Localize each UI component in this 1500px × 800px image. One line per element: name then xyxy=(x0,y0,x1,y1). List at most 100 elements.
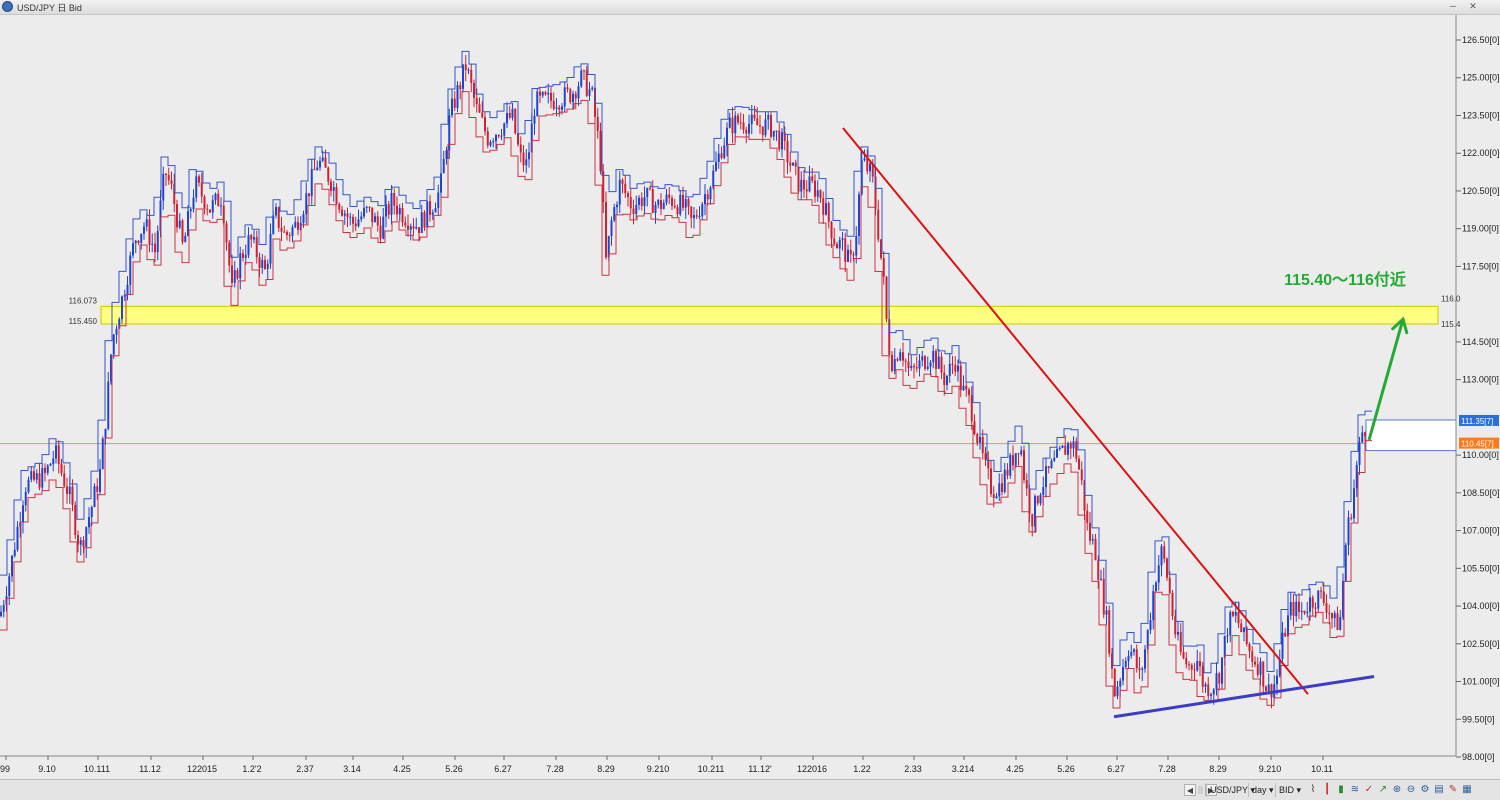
candle-body xyxy=(79,540,82,545)
candle-body xyxy=(552,100,555,109)
candle-body xyxy=(451,98,453,116)
candle-body xyxy=(1204,684,1207,687)
candle-body xyxy=(385,204,387,217)
candle-body xyxy=(1276,675,1278,685)
candle-body xyxy=(618,179,621,205)
candle-body xyxy=(621,179,624,184)
candle-body xyxy=(266,263,269,269)
candle-body xyxy=(767,115,770,120)
zoom-out-icon[interactable]: ⊖ xyxy=(1406,784,1416,795)
candle-body xyxy=(717,153,720,163)
candle-body xyxy=(110,354,112,382)
candle-body xyxy=(1047,466,1050,468)
timeframe-select[interactable]: day ▾ xyxy=(1248,783,1277,797)
candle-body xyxy=(134,240,137,244)
candle-body xyxy=(63,473,66,487)
target-arrow-line xyxy=(1367,318,1405,441)
candle-body xyxy=(836,244,838,249)
indicator-icon[interactable]: ≋ xyxy=(1350,784,1360,795)
candle-body xyxy=(1254,661,1256,665)
candle-body xyxy=(52,458,55,464)
candle-body xyxy=(536,91,539,116)
time-tick-label: 10.211 xyxy=(698,764,725,774)
candle-body xyxy=(1212,689,1215,695)
zoom-in-icon[interactable]: ⊕ xyxy=(1392,784,1402,795)
line-chart-icon[interactable]: ⌇ xyxy=(1310,784,1316,795)
candle-body xyxy=(382,216,385,239)
candle-body xyxy=(756,118,759,126)
table-icon[interactable]: ▦ xyxy=(1462,784,1472,795)
candle-body xyxy=(503,123,506,136)
candle-body xyxy=(228,242,231,266)
ask-price-tag xyxy=(1459,414,1499,426)
time-tick-label: 3.14 xyxy=(343,764,361,774)
candle-body xyxy=(607,236,610,258)
minimize-icon[interactable]: ─ xyxy=(1449,1,1457,11)
low-envelope xyxy=(0,91,1372,709)
target-annotation: 115.40～116付近 xyxy=(1284,270,1406,289)
candle-body xyxy=(1177,631,1179,635)
candle-body xyxy=(519,144,522,153)
candle-body xyxy=(695,215,698,217)
candle-body xyxy=(96,486,99,492)
time-tick-label: 9.210 xyxy=(647,764,670,774)
candle-body xyxy=(478,104,481,113)
candle-body xyxy=(1311,597,1314,608)
scroll-left-button[interactable]: ◀ xyxy=(1184,784,1196,796)
candle-body xyxy=(319,160,321,168)
candle-body xyxy=(704,194,706,205)
candle-body xyxy=(830,221,833,239)
scroll-right-button[interactable]: ▶ xyxy=(1205,784,1217,796)
candle-body xyxy=(398,207,401,215)
candle-body xyxy=(280,227,283,232)
candle-body xyxy=(506,113,508,124)
candle-body xyxy=(187,211,189,236)
candle-body xyxy=(332,187,335,191)
candle-body xyxy=(904,360,907,362)
close-icon[interactable]: ✕ xyxy=(1469,1,1477,11)
bar-chart-icon[interactable]: ▮ xyxy=(1338,784,1344,795)
candle-body xyxy=(404,222,407,226)
candle-body xyxy=(827,203,830,222)
candle-body xyxy=(657,200,660,205)
price-type-select[interactable]: BID ▾ xyxy=(1275,783,1304,797)
candlestick-icon[interactable]: ┃ xyxy=(1323,784,1331,795)
candle-body xyxy=(728,117,731,128)
candle-body xyxy=(822,198,825,215)
candle-body xyxy=(1067,443,1069,455)
scroll-track[interactable] xyxy=(1198,786,1203,794)
candle-body xyxy=(701,204,704,217)
candle-body xyxy=(431,212,434,215)
symbol-select[interactable]: USD/JPY ▾ xyxy=(1206,783,1258,797)
price-tick-label: 117.50[0] xyxy=(1462,261,1499,271)
price-tick-label: 119.00[0] xyxy=(1462,224,1499,234)
candle-body xyxy=(1119,680,1122,687)
candle-body xyxy=(409,226,412,230)
candle-body xyxy=(841,238,844,240)
print-icon[interactable]: ▤ xyxy=(1434,784,1444,795)
candle-body xyxy=(220,205,222,207)
price-axis: 126.50[0] 125.00[0] 123.50[0] 122.00[0] 120.… xyxy=(1455,15,1500,762)
tools-icon[interactable]: ✎ xyxy=(1448,784,1458,795)
tick-icon[interactable]: ✓ xyxy=(1364,784,1374,795)
candle-body xyxy=(467,69,470,71)
candle-body xyxy=(1314,607,1317,609)
candle-body xyxy=(558,107,561,110)
candle-body xyxy=(154,243,156,253)
candle-body xyxy=(1124,661,1127,668)
candle-body xyxy=(569,89,572,103)
candle-body xyxy=(22,505,24,523)
price-chart[interactable]: 116.073 115.450 116.0 115.4 126.50[0] 125.00… xyxy=(0,15,1500,779)
target-arrowhead xyxy=(1391,316,1409,335)
candle-body xyxy=(1133,649,1135,652)
candle-body xyxy=(860,160,863,195)
time-tick-label: 2.37 xyxy=(296,764,314,774)
settings-icon[interactable]: ⚙ xyxy=(1420,784,1430,795)
candle-body xyxy=(753,114,756,119)
price-tick-label: 126.50[0] xyxy=(1462,35,1500,45)
candle-body xyxy=(1017,453,1020,455)
candle-body xyxy=(374,216,376,223)
candle-body xyxy=(363,207,365,217)
candle-body xyxy=(35,473,38,480)
trend-tool-icon[interactable]: ↗ xyxy=(1378,784,1388,795)
